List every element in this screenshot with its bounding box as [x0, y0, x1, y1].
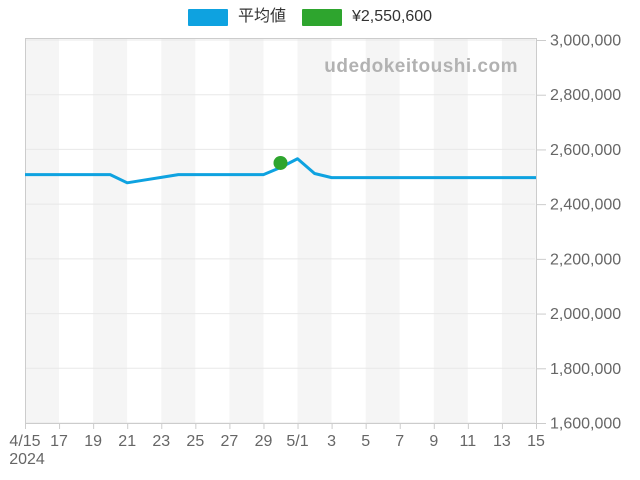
- plot-band: [25, 38, 60, 423]
- plot-band: [59, 38, 94, 423]
- y-axis-label: 2,200,000: [550, 251, 621, 268]
- x-axis-label: 13: [493, 433, 511, 450]
- gridlines: [26, 39, 535, 424]
- y-axis-label: 2,400,000: [550, 197, 621, 214]
- y-axis-label: 1,800,000: [550, 361, 621, 378]
- plot-band: [229, 38, 264, 423]
- plot-band: [297, 38, 332, 423]
- legend-label-price: ¥2,550,600: [352, 8, 433, 25]
- x-axis-label: 15: [527, 433, 545, 450]
- legend-item-average[interactable]: 平均値: [188, 8, 286, 26]
- x-axis-label: 9: [429, 433, 438, 450]
- plot-band: [195, 38, 230, 423]
- x-axis-label: 23: [152, 433, 170, 450]
- x-axis-label: 11: [460, 433, 477, 450]
- y-axis-label: 1,600,000: [550, 416, 621, 433]
- x-axis-label: 27: [221, 433, 239, 450]
- x-axis-label: 25: [186, 433, 204, 450]
- chart-legend: 平均値 ¥2,550,600: [0, 0, 640, 34]
- plot-band: [127, 38, 162, 423]
- x-axis-label: 3: [327, 433, 336, 450]
- price-point-marker: [273, 155, 288, 170]
- plot-border: [25, 38, 537, 424]
- legend-swatch-price: [302, 8, 342, 26]
- plot-band: [365, 38, 400, 423]
- plot-band: [161, 38, 196, 423]
- x-axis-label: 5/1: [286, 433, 308, 450]
- legend-label-average: 平均値: [238, 8, 287, 25]
- plot-band: [331, 38, 366, 423]
- x-axis-label: 17: [50, 433, 68, 450]
- plot-band: [263, 38, 298, 423]
- plot-area-border: [25, 38, 537, 424]
- plot-band: [93, 38, 128, 423]
- legend-swatch-average: [188, 8, 228, 26]
- legend-item-price[interactable]: ¥2,550,600: [302, 8, 432, 26]
- x-axis-label: 5: [361, 433, 370, 450]
- x-axis-label: 7: [395, 433, 404, 450]
- series-layer: [25, 155, 536, 185]
- x-axis-label: 29: [255, 433, 273, 450]
- x-axis-year-label: 2024: [9, 451, 45, 468]
- plot-band: [433, 38, 468, 423]
- axes-layer: 1,600,000 1,800,000 2,000,000 2,200,000 2,40…: [9, 33, 621, 469]
- y-axis-label: 3,000,000: [550, 33, 621, 50]
- x-axis-label: 4/15: [9, 433, 40, 450]
- watermark: udedokeitoushi.com: [324, 56, 518, 77]
- plot-bands: [25, 38, 536, 423]
- plot-band: [467, 38, 502, 423]
- y-axis-label: 2,600,000: [550, 142, 621, 159]
- y-axis-label: 2,800,000: [550, 87, 621, 104]
- y-axis-label: 2,000,000: [550, 306, 621, 323]
- plot-band: [399, 38, 434, 423]
- x-axis-label: 19: [84, 433, 102, 450]
- x-axis-label: 21: [118, 433, 136, 450]
- plot-band: [501, 38, 536, 423]
